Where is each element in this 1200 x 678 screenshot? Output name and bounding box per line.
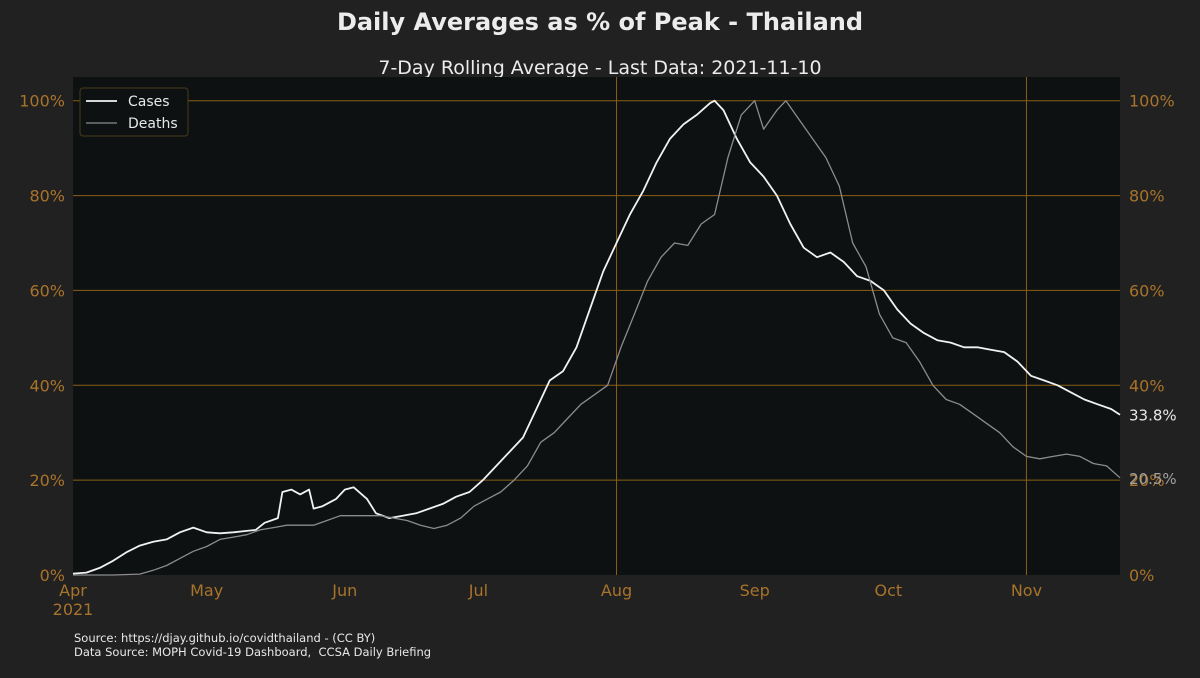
x-tick-label: Oct [874,581,902,600]
end-label-cases: 33.8% [1129,407,1177,425]
series-line-cases [72,99,1121,575]
x-tick-label: Aug [601,581,632,600]
legend-box [79,87,189,137]
x-axis: Apr 2021 May Jun Jul Aug Sep Oct Nov [53,581,1042,619]
x-tick-label: Apr 2021 [53,581,94,619]
x-tick-label: Nov [1011,581,1042,600]
series-lines [72,99,1121,576]
y-tick-label: 60% [29,281,65,300]
right-y-tick-label: 100% [1129,92,1175,111]
grid-lines [73,77,1120,575]
end-label-deaths: 20.5% [1129,470,1177,488]
right-y-tick-label: 20% [1129,471,1165,490]
y-tick-label: 40% [29,376,65,395]
y-tick-label: 20% [29,471,65,490]
y-tick-label: 80% [29,187,65,206]
left-y-axis: 0% 20% 40% 60% 80% 100% [19,92,65,585]
right-y-tick-label: 60% [1129,281,1165,300]
chart-subtitle: 7-Day Rolling Average - Last Data: 2021-… [378,57,822,79]
source-credit: Source: https://djay.github.io/covidthai… [74,631,376,645]
right-y-tick-label: 0% [1129,566,1154,585]
x-tick-label: Sep [740,581,770,600]
x-tick-label: Jul [468,581,488,600]
y-tick-label: 0% [40,566,65,585]
x-tick-label: Jun [331,581,357,600]
footer: Source: https://djay.github.io/covidthai… [74,631,431,659]
data-source-credit: Data Source: MOPH Covid-19 Dashboard, CC… [74,645,432,659]
legend-label-deaths: Deaths [128,116,178,132]
legend-label-cases: Cases [128,94,170,110]
chart-title: Daily Averages as % of Peak - Thailand [336,8,864,36]
series-line-deaths [73,100,1121,576]
right-y-tick-label: 40% [1129,376,1165,395]
right-y-tick-label: 80% [1129,187,1165,206]
y-tick-label: 100% [19,92,65,111]
x-tick-label: May [190,581,223,600]
end-labels: 33.8% 20.5% [1129,407,1177,488]
right-y-axis: 0% 20% 40% 60% 80% 100% [1129,92,1175,585]
plot-area [73,77,1120,575]
legend: Cases Deaths [79,87,189,137]
